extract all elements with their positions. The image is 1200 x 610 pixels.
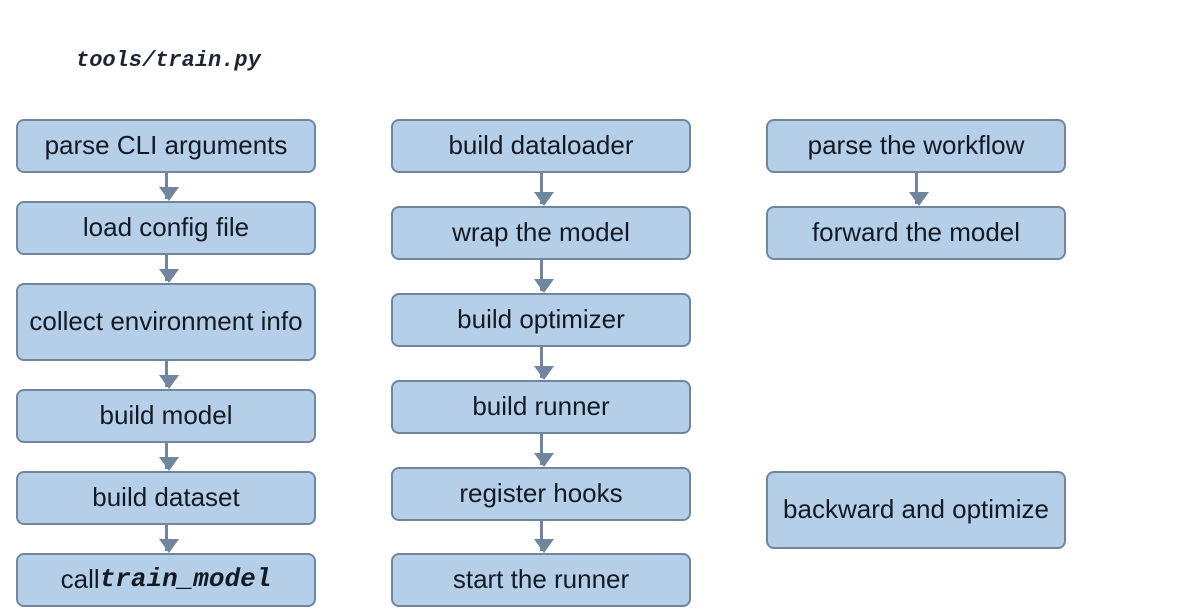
flow-node: build dataset — [16, 471, 316, 525]
flow-node: wrap the model — [391, 206, 691, 260]
flow-node: build optimizer — [391, 293, 691, 347]
flow-node: register hooks — [391, 467, 691, 521]
flow-arrow — [165, 525, 168, 551]
flow-arrow — [540, 347, 543, 378]
flow-node: build runner — [391, 380, 691, 434]
flow-arrow — [915, 173, 918, 204]
flow-arrow — [165, 443, 168, 469]
flow-node: call train_model — [16, 553, 316, 607]
flow-node: parse CLI arguments — [16, 119, 316, 173]
flow-node: build dataloader — [391, 119, 691, 173]
flow-arrow — [165, 361, 168, 387]
flow-arrow — [540, 521, 543, 551]
flow-node: start the runner — [391, 553, 691, 607]
column-title: tools/train.py — [76, 48, 261, 73]
flow-node: backward and optimize — [766, 471, 1066, 549]
flow-arrow — [540, 173, 543, 204]
flow-node: parse the workflow — [766, 119, 1066, 173]
flow-node: collect environment info — [16, 283, 316, 361]
flow-arrow — [165, 255, 168, 281]
flow-arrow — [165, 173, 168, 199]
flow-node: load config file — [16, 201, 316, 255]
flow-node: forward the model — [766, 206, 1066, 260]
flow-node: build model — [16, 389, 316, 443]
flow-arrow — [540, 260, 543, 291]
flow-arrow — [540, 434, 543, 465]
